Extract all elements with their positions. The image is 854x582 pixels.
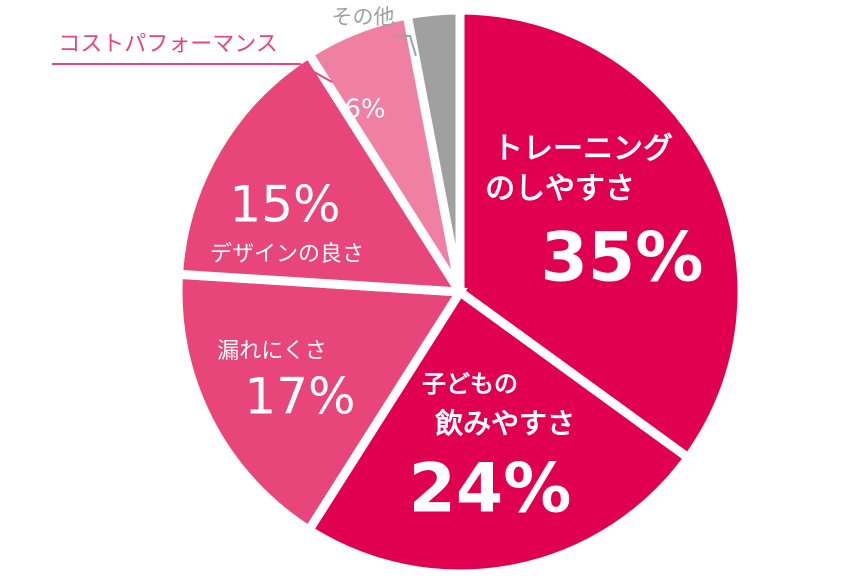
value-label: 15% <box>229 176 340 234</box>
slice-label: 漏れにくさ <box>217 339 327 364</box>
pie-slice <box>173 47 469 298</box>
slice-label: デザインの良さ <box>210 242 364 267</box>
pie-slice <box>302 285 695 579</box>
slice-label: 飲みやすさ <box>435 407 575 440</box>
slice-label: コストパフォーマンス <box>58 32 278 57</box>
value-label: 24% <box>409 450 572 529</box>
leader-line <box>395 35 417 57</box>
value-label: 17% <box>244 368 355 426</box>
value-label: 35% <box>541 219 704 298</box>
slice-label: のしやすさ <box>485 172 635 207</box>
slice-label: 子どもの <box>422 370 518 398</box>
pie-slice <box>173 269 468 537</box>
pie-slice <box>401 5 465 293</box>
slice-label: その他 <box>332 5 395 29</box>
slice-label: トレーニング <box>493 132 673 167</box>
value-label: 6% <box>344 95 385 125</box>
leader-line <box>52 63 333 83</box>
pie-slice <box>455 5 747 465</box>
